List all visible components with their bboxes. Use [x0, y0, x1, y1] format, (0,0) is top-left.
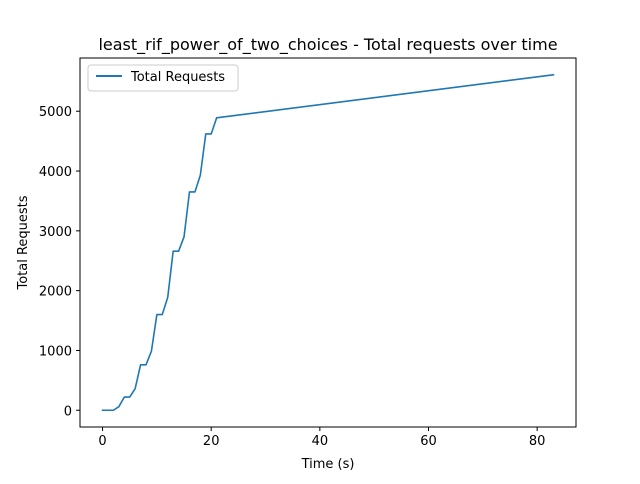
x-tick-label: 80: [529, 434, 546, 449]
axes-frame: [79, 57, 577, 428]
x-tick-label: 40: [312, 434, 329, 449]
x-tick-label: 60: [420, 434, 437, 449]
tick-group: 0 20 40 60 80 0 1000 2000 3000 4000 5000: [39, 105, 546, 449]
legend-label: Total Requests: [130, 70, 225, 85]
x-axis-label: Time (s): [301, 457, 355, 472]
series-line-total-requests: [101, 73, 555, 412]
y-tick-label: 5000: [39, 105, 72, 120]
y-axis-label: Total Requests: [16, 195, 31, 290]
series-group: [101, 73, 555, 412]
y-tick-label: 3000: [39, 225, 72, 240]
y-tick-label: 0: [64, 404, 72, 419]
x-tick-label: 0: [98, 434, 106, 449]
y-tick-label: 4000: [39, 165, 72, 180]
legend-box: [87, 64, 239, 92]
y-tick-label: 1000: [39, 344, 72, 359]
x-tick-label: 20: [203, 434, 220, 449]
legend: Total Requests: [87, 64, 239, 92]
y-tick-label: 2000: [39, 285, 72, 300]
chart-title: least_rif_power_of_two_choices - Total r…: [98, 35, 557, 55]
